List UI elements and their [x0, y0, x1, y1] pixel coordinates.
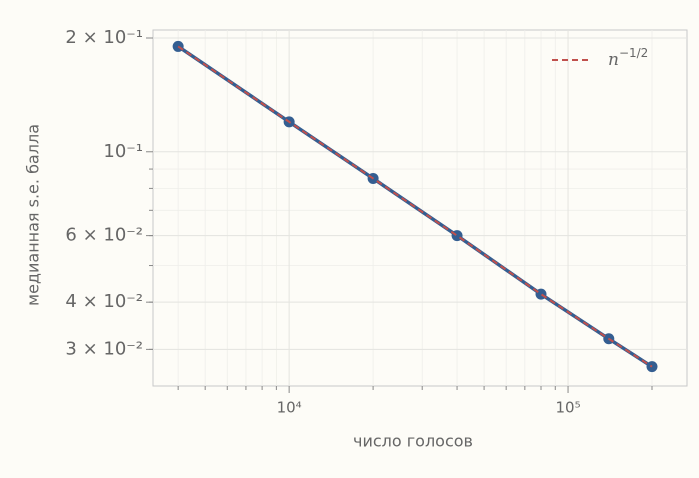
x-axis-label: число голосов: [353, 432, 473, 451]
y-axis-label: медианная s.e. балла: [24, 124, 43, 306]
series-line: [177, 45, 653, 368]
y-tick-label: 10⁻¹: [103, 141, 143, 162]
y-tick-label: 3 × 10⁻²: [65, 338, 143, 359]
y-tick-label: 4 × 10⁻²: [65, 291, 143, 312]
x-tick-label: 10⁴: [277, 399, 302, 417]
y-tick-label: 6 × 10⁻²: [65, 225, 143, 246]
x-tick-label: 10⁵: [555, 399, 580, 417]
y-tick-label: 2 × 10⁻¹: [65, 27, 143, 48]
legend-label: n−1/2: [608, 46, 648, 70]
